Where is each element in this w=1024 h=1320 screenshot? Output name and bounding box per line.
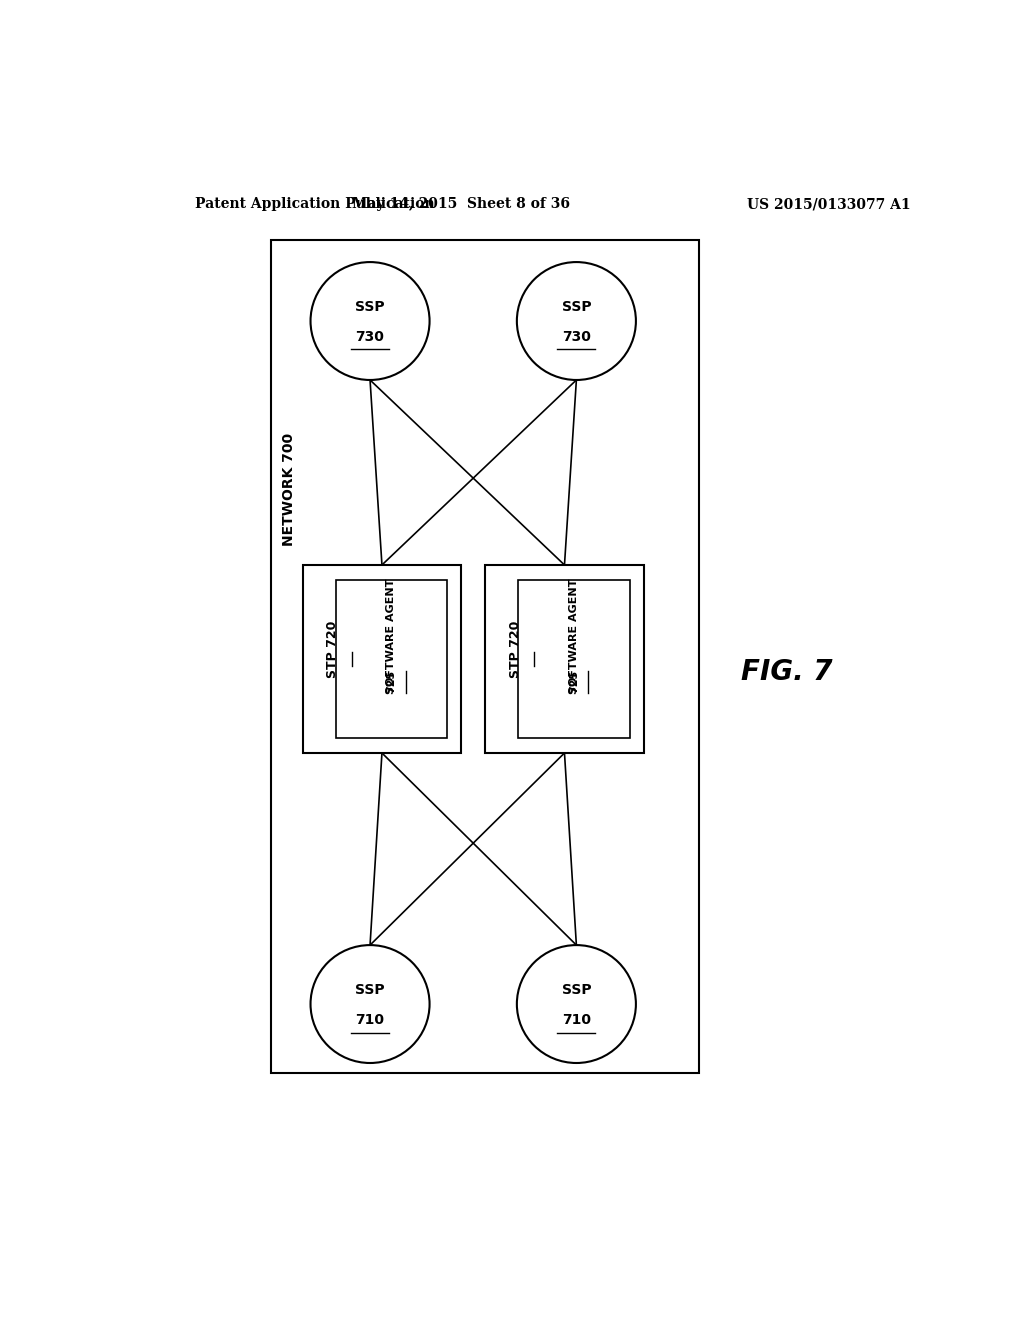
Text: 730: 730 <box>355 330 384 345</box>
Text: SSP: SSP <box>561 300 591 314</box>
Bar <box>336 581 447 738</box>
Text: 730: 730 <box>562 330 591 345</box>
Bar <box>518 581 630 738</box>
Text: 710: 710 <box>355 1014 385 1027</box>
Ellipse shape <box>517 263 636 380</box>
Text: May 14, 2015  Sheet 8 of 36: May 14, 2015 Sheet 8 of 36 <box>352 197 570 211</box>
Text: NETWORK 700: NETWORK 700 <box>282 433 296 546</box>
Ellipse shape <box>310 263 430 380</box>
Text: SOFTWARE AGENT: SOFTWARE AGENT <box>386 579 396 694</box>
Text: STP 720: STP 720 <box>327 620 339 677</box>
Text: FIG. 7: FIG. 7 <box>741 657 833 685</box>
Bar <box>485 565 644 752</box>
Text: STP 720: STP 720 <box>509 620 522 677</box>
Text: 725: 725 <box>386 669 396 693</box>
Text: SSP: SSP <box>561 983 591 997</box>
Text: 710: 710 <box>562 1014 591 1027</box>
Text: Patent Application Publication: Patent Application Publication <box>196 197 435 211</box>
Ellipse shape <box>310 945 430 1063</box>
Bar <box>270 240 699 1073</box>
Text: US 2015/0133077 A1: US 2015/0133077 A1 <box>748 197 910 211</box>
Ellipse shape <box>517 945 636 1063</box>
Text: SSP: SSP <box>355 300 385 314</box>
Text: SSP: SSP <box>355 983 385 997</box>
Text: SOFTWARE AGENT: SOFTWARE AGENT <box>569 579 579 694</box>
Bar <box>303 565 461 752</box>
Text: 725: 725 <box>569 669 579 693</box>
